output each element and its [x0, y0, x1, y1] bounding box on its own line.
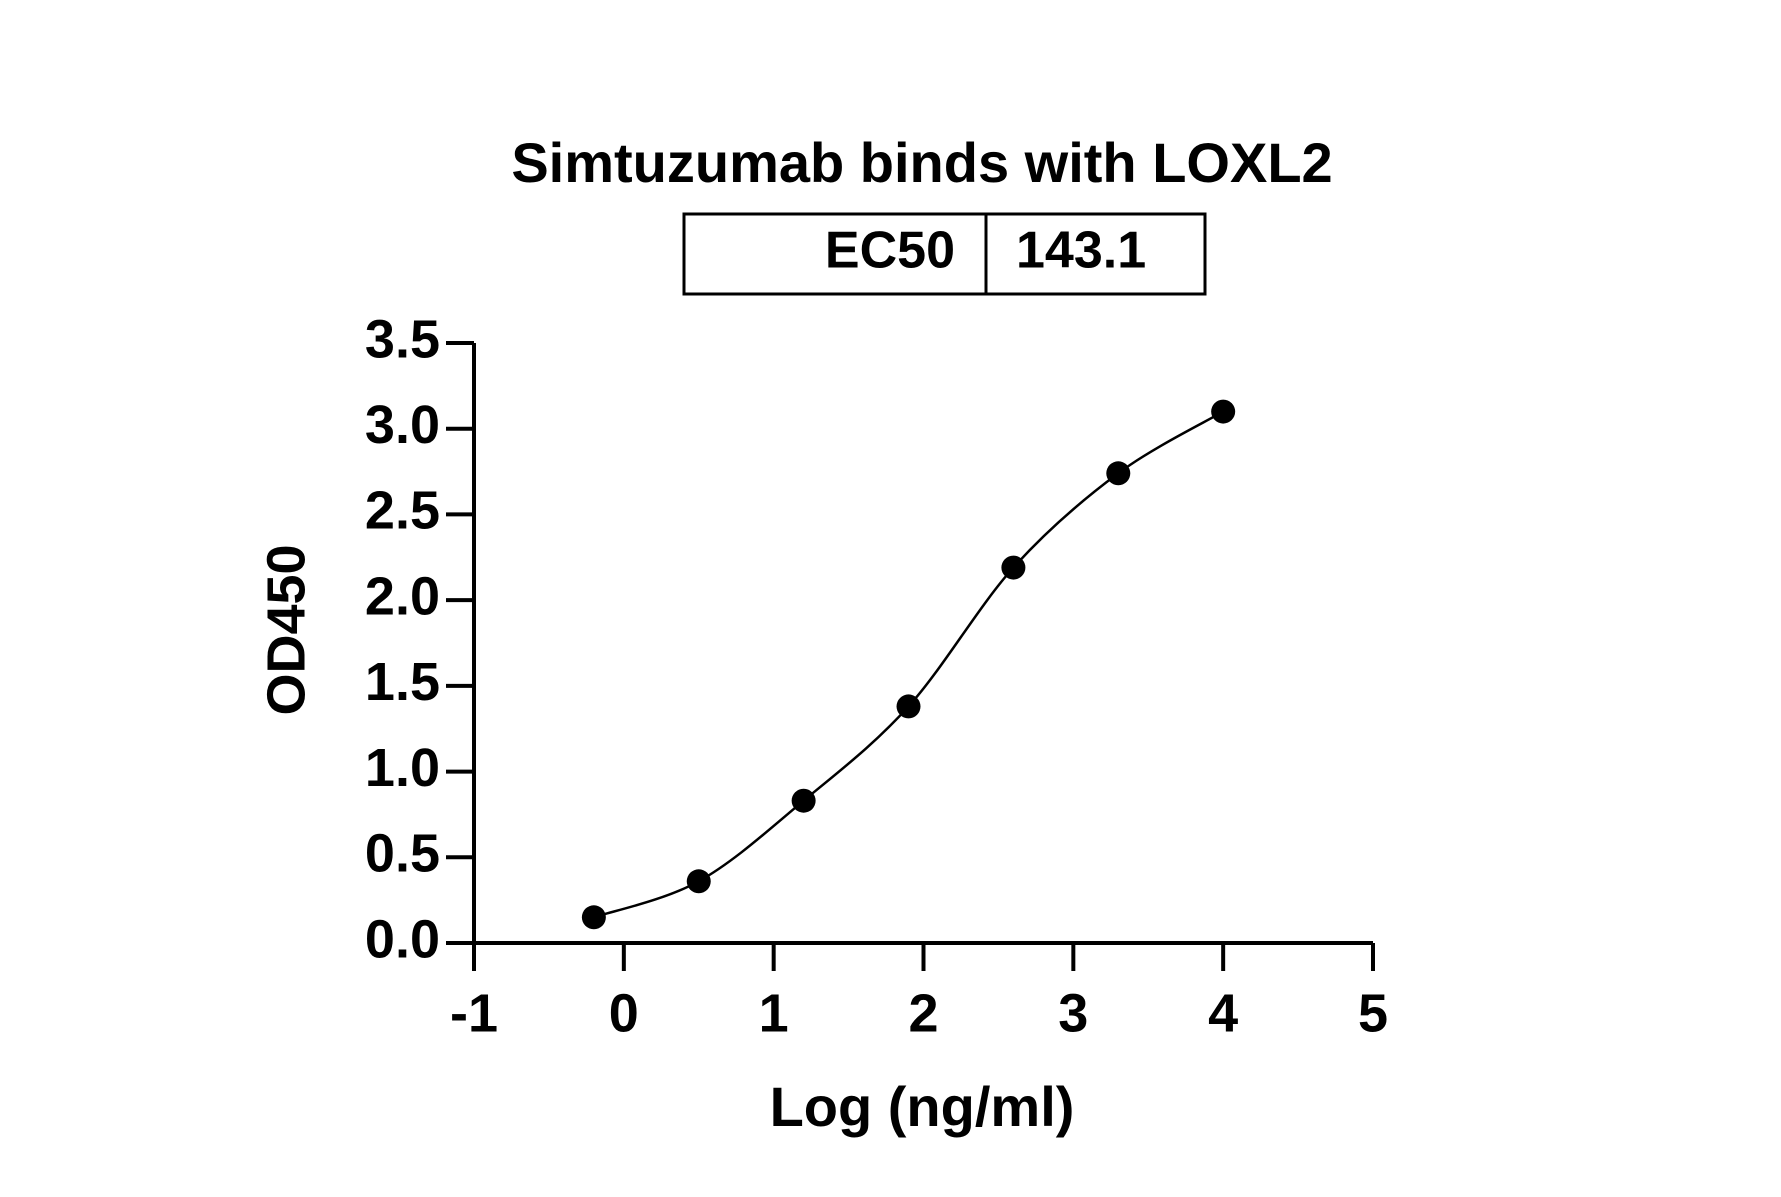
data-point: [1211, 399, 1236, 424]
y-tick-label: 3.5: [365, 309, 440, 369]
data-point: [1106, 461, 1131, 486]
y-tick-label: 2.5: [365, 481, 440, 541]
y-tick-label: 1.5: [365, 652, 440, 712]
y-tick-label: 3.0: [365, 395, 440, 455]
x-tick-label: 1: [759, 983, 789, 1043]
x-tick-label: -1: [450, 983, 498, 1043]
data-point: [896, 694, 921, 719]
ec50-value: 143.1: [1016, 222, 1146, 280]
x-axis-label: Log (ng/ml): [770, 1075, 1075, 1138]
fit-curve: [593, 410, 1224, 919]
y-tick-label: 0.5: [365, 824, 440, 884]
y-axis-label: OD450: [256, 544, 316, 715]
x-tick-label: 2: [908, 983, 938, 1043]
ec50-box: [682, 212, 1207, 296]
x-tick-label: 0: [609, 983, 639, 1043]
y-tick-label: 0.0: [365, 909, 440, 969]
y-tick-label: 2.0: [365, 566, 440, 626]
ec50-label: EC50: [825, 222, 955, 280]
data-point: [791, 788, 816, 813]
y-tick-label: 1.0: [365, 738, 440, 798]
x-tick-label: 5: [1358, 983, 1388, 1043]
chart-title: Simtuzumab binds with LOXL2: [511, 131, 1332, 194]
data-point: [1001, 555, 1026, 580]
data-point: [686, 869, 711, 894]
x-tick-label: 3: [1058, 983, 1088, 1043]
data-point: [581, 905, 606, 930]
x-tick-label: 4: [1208, 983, 1238, 1043]
